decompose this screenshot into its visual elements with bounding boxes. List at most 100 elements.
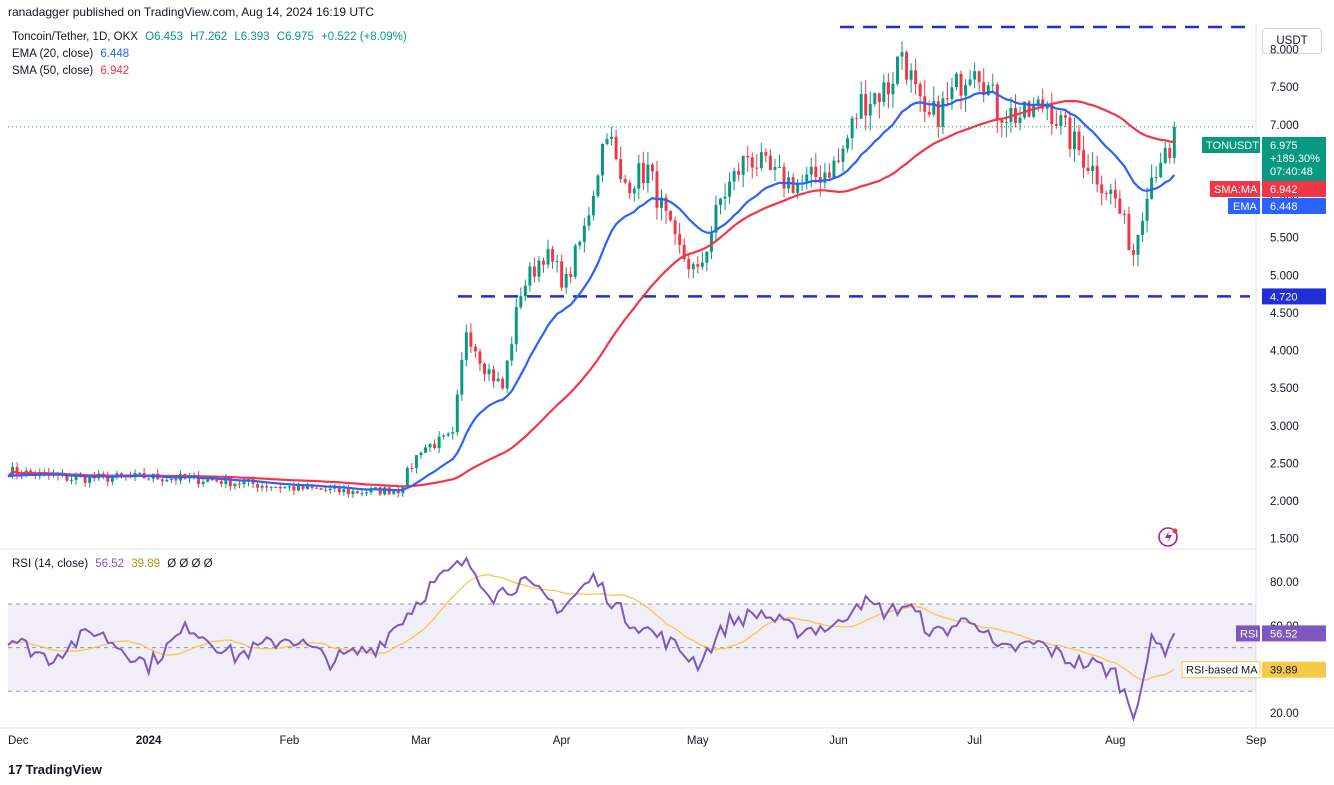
rsi-extra: Ø Ø Ø Ø (167, 558, 213, 570)
candle-body (823, 172, 827, 183)
tradingview-logo-icon: 17 (8, 762, 23, 777)
candle-body (832, 160, 836, 178)
candle-body (410, 467, 414, 469)
sma-label: SMA (50, close) (12, 65, 94, 77)
low-value: L6.393 (234, 31, 270, 43)
candle-body (632, 188, 636, 194)
candle-body (483, 363, 486, 375)
candle-body (778, 166, 781, 168)
rsi-badge-label: RSI (1240, 628, 1258, 640)
candle-body (278, 486, 282, 489)
candle-body (319, 488, 323, 490)
candle-body (687, 259, 691, 270)
candle-body (233, 483, 237, 487)
open-value: O6.453 (145, 31, 183, 43)
candle-body (215, 479, 219, 482)
candle-body (492, 369, 496, 382)
last-price-badge (1262, 137, 1326, 183)
currency-button[interactable]: USDT (1262, 28, 1322, 54)
candle-body (841, 148, 845, 162)
sma-legend: SMA (50, close) 6.942 (12, 65, 129, 77)
candle-body (714, 205, 718, 233)
candle-body (1023, 101, 1027, 118)
sma-badge-label: SMA:MA (1214, 184, 1258, 196)
candle-body (283, 486, 287, 489)
candle-body (855, 118, 859, 120)
candle-body (360, 493, 364, 495)
candle-body (755, 167, 759, 169)
price-tick: 7.500 (1270, 82, 1299, 94)
candle-body (256, 483, 260, 488)
candle-body (905, 52, 909, 80)
candle-body (1000, 119, 1004, 123)
candle-body (274, 486, 278, 488)
candle-body (101, 473, 105, 475)
time-tick: Sep (1246, 735, 1266, 747)
candle-body (337, 486, 341, 493)
candle-body (315, 487, 319, 489)
candle-body (405, 467, 409, 486)
candle-body (306, 485, 309, 489)
candle-body (1113, 189, 1117, 199)
candle-body (1036, 99, 1040, 106)
candle-body (119, 473, 123, 476)
candle-body (891, 83, 895, 95)
sma-50-line (7, 99, 1175, 488)
candle-body (959, 73, 963, 96)
candle-body (827, 172, 831, 178)
candle-body (473, 346, 477, 352)
candle-body (1063, 115, 1067, 118)
candle-body (428, 444, 432, 448)
candle-body (88, 476, 92, 483)
candle-body (1104, 193, 1108, 195)
candle-body (514, 307, 518, 345)
candle-body (850, 118, 854, 139)
candle-body (991, 84, 995, 86)
candle-body (1131, 250, 1135, 255)
candle-body (296, 484, 300, 491)
candle-body (1054, 124, 1058, 126)
candle-body (955, 73, 958, 88)
candle-body (623, 179, 627, 183)
candle-body (478, 351, 482, 364)
footer-brand[interactable]: 17 TradingView (8, 762, 102, 777)
candle-body (219, 481, 223, 485)
candle-body (782, 166, 786, 189)
candle-body (505, 360, 509, 389)
candle-body (260, 485, 264, 488)
candle-body (995, 84, 999, 120)
candle-body (292, 486, 296, 491)
candle-body (873, 93, 877, 104)
candle-body (737, 170, 741, 175)
ema-value: 6.448 (100, 48, 130, 60)
time-tick: Jun (829, 735, 848, 747)
candle-body (628, 182, 632, 194)
ema-20-line (7, 90, 1176, 492)
candle-body (709, 232, 713, 252)
candle-body (696, 264, 700, 267)
lightning-icon-bolt (1165, 531, 1172, 543)
candle-body (614, 136, 618, 160)
candle-body (941, 98, 945, 127)
candle-body (210, 479, 214, 481)
candle-body (596, 175, 600, 196)
rsi-ma-value-badge (1262, 661, 1326, 678)
candle-body (65, 474, 69, 481)
candle-body (936, 101, 940, 127)
candle-body (346, 489, 350, 495)
candle-body (433, 444, 437, 449)
candle-body (859, 94, 863, 119)
candle-body (619, 159, 623, 180)
candle-body (796, 183, 800, 193)
candle-body (446, 433, 450, 436)
candle-body (328, 488, 332, 491)
candle-body (1168, 148, 1172, 158)
candle-body (546, 249, 550, 265)
time-tick: May (687, 735, 709, 747)
candle-body (846, 138, 850, 149)
candle-body (664, 197, 668, 211)
candle-body (1136, 234, 1140, 255)
time-tick: Aug (1105, 735, 1125, 747)
candle-body (791, 177, 795, 193)
